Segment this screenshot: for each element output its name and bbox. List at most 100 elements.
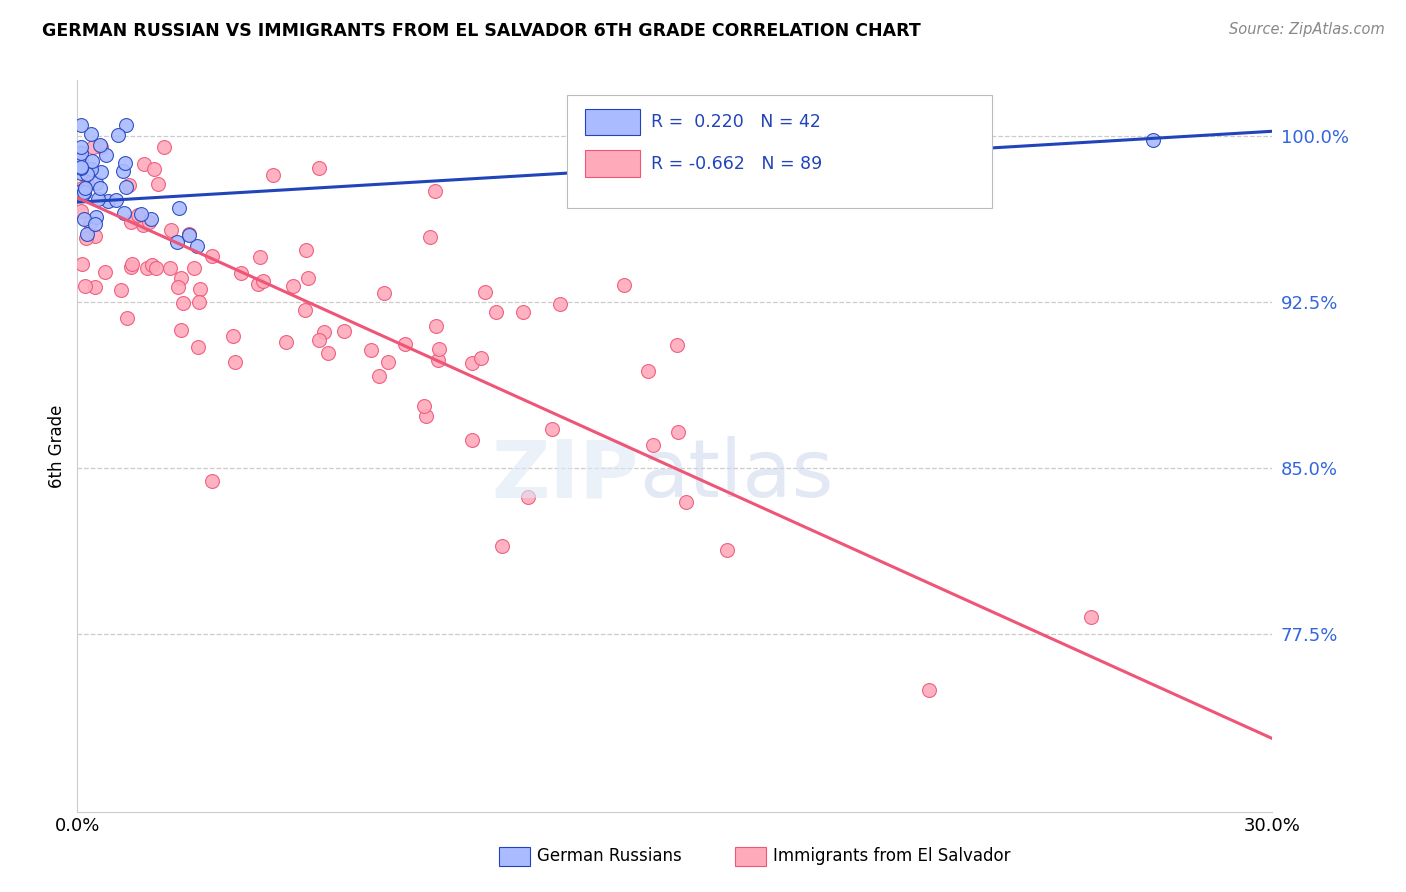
FancyBboxPatch shape <box>735 847 766 866</box>
Point <box>224 355 246 369</box>
Point <box>637 364 659 378</box>
Point <box>281 278 304 293</box>
Point <box>73 212 96 227</box>
Point <box>167 280 190 294</box>
Point <box>152 140 174 154</box>
Point <box>73 279 96 293</box>
Point <box>115 118 138 132</box>
Point <box>186 239 208 253</box>
Text: Immigrants from El Salvador: Immigrants from El Salvador <box>773 847 1011 865</box>
Point <box>97 194 120 208</box>
Point <box>84 280 107 294</box>
Point <box>222 328 245 343</box>
Point <box>139 211 162 226</box>
Point <box>276 335 298 350</box>
FancyBboxPatch shape <box>585 151 640 177</box>
Point <box>146 178 169 192</box>
Point <box>316 346 339 360</box>
Point <box>491 539 513 553</box>
Point <box>548 297 571 311</box>
Point <box>129 207 152 221</box>
Point <box>84 218 107 232</box>
Point <box>132 157 155 171</box>
Point <box>70 146 93 161</box>
Point <box>716 543 738 558</box>
Point <box>167 201 190 215</box>
Point <box>419 229 441 244</box>
Point <box>675 495 697 509</box>
Point <box>70 180 93 194</box>
Point <box>96 148 118 162</box>
Point <box>86 210 108 224</box>
Point <box>110 283 132 297</box>
Point <box>115 180 138 194</box>
Point <box>427 353 450 368</box>
Point <box>540 422 562 436</box>
Point <box>247 277 270 291</box>
Point <box>425 318 447 333</box>
Point <box>249 250 271 264</box>
Point <box>70 161 93 176</box>
Text: GERMAN RUSSIAN VS IMMIGRANTS FROM EL SALVADOR 6TH GRADE CORRELATION CHART: GERMAN RUSSIAN VS IMMIGRANTS FROM EL SAL… <box>42 22 921 40</box>
Point <box>294 243 316 257</box>
Text: R = -0.662   N = 89: R = -0.662 N = 89 <box>651 154 823 173</box>
Point <box>461 356 484 370</box>
Point <box>70 204 93 219</box>
Point <box>613 278 636 293</box>
Point <box>373 285 395 300</box>
Point <box>159 261 181 276</box>
Point <box>474 285 496 300</box>
Point <box>70 188 93 202</box>
Point <box>114 156 136 170</box>
Point <box>87 192 110 206</box>
Point <box>666 338 689 352</box>
Point <box>1142 133 1164 147</box>
Point <box>512 305 534 319</box>
Point <box>70 166 93 180</box>
Point <box>112 163 135 178</box>
Point <box>360 343 382 357</box>
Point <box>76 167 98 181</box>
Point <box>121 257 143 271</box>
Point <box>333 325 356 339</box>
Point <box>308 333 330 347</box>
Text: German Russians: German Russians <box>537 847 682 865</box>
Point <box>159 223 181 237</box>
FancyBboxPatch shape <box>499 847 530 866</box>
FancyBboxPatch shape <box>568 95 991 209</box>
Point <box>104 193 127 207</box>
Point <box>308 161 330 175</box>
Point <box>70 118 93 132</box>
Point <box>485 305 508 319</box>
Point <box>121 215 143 229</box>
Point <box>120 260 142 275</box>
Point <box>461 433 484 447</box>
Point <box>73 181 96 195</box>
Point <box>368 368 391 383</box>
Point <box>136 260 159 275</box>
Point <box>70 153 93 167</box>
Point <box>312 325 335 339</box>
Point <box>423 184 446 198</box>
Point <box>141 258 163 272</box>
Point <box>117 178 139 193</box>
Text: R =  0.220   N = 42: R = 0.220 N = 42 <box>651 113 821 131</box>
Point <box>517 490 540 504</box>
Point <box>107 128 129 143</box>
Point <box>297 271 319 285</box>
Point <box>262 168 284 182</box>
Point <box>76 227 98 241</box>
Point <box>427 342 450 356</box>
Point <box>70 140 93 154</box>
Point <box>231 266 253 280</box>
Point <box>75 231 97 245</box>
Point <box>918 683 941 698</box>
Point <box>127 208 149 222</box>
Point <box>82 140 104 154</box>
Point <box>73 185 96 199</box>
Text: atlas: atlas <box>640 436 834 515</box>
Point <box>415 409 437 424</box>
Point <box>170 323 193 337</box>
Point <box>89 138 111 153</box>
Point <box>138 215 160 229</box>
